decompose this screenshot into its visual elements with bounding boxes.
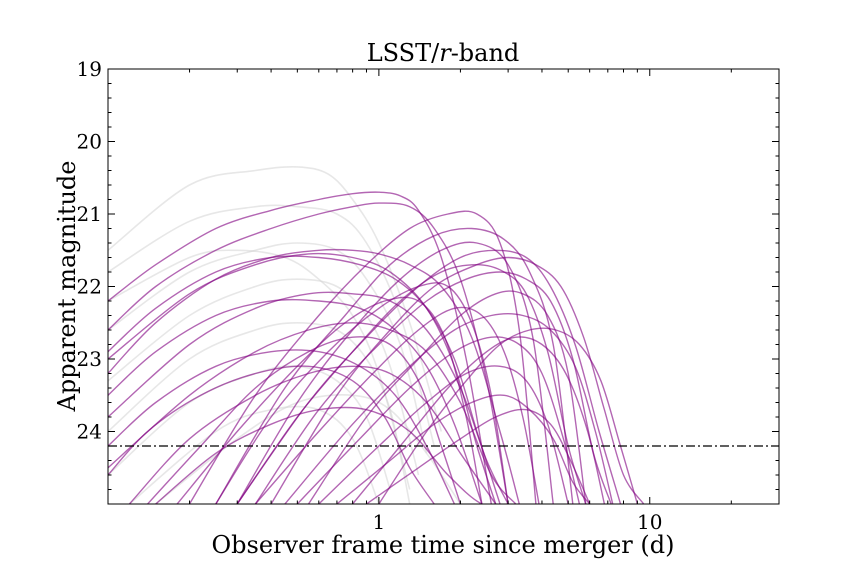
detectable-light-curve-24 [296,336,581,504]
undetectable-light-curve-5 [108,365,391,490]
detectable-light-curve-35 [108,349,456,504]
detectable-light-curve-14 [108,322,517,504]
detectable-light-curve-36 [378,327,639,504]
undetectable-light-curve-0 [108,165,443,432]
series-layer [108,165,645,504]
detectable-light-curve-28 [176,296,483,504]
y-tick-label: 22 [77,275,102,299]
y-tick-label: 24 [77,420,102,444]
detectable-light-curve-31 [336,394,591,504]
detectable-light-curve-26 [254,306,540,504]
detectable-light-curve-27 [215,282,509,504]
x-tick-label: 1 [373,510,386,534]
detectable-light-curve-39 [366,408,591,504]
x-tick-label: 10 [637,510,662,534]
detectable-light-curve-19 [270,256,645,504]
axis-ticks: 19 20 21 22 23 24 1 10 [77,57,780,534]
detectable-light-curve-10 [108,202,509,504]
y-axis-label: Apparent magnitude [53,160,81,412]
undetectable-light-curve-2 [108,242,428,454]
detectable-light-curve-18 [254,271,612,504]
detectable-light-curve-30 [108,365,435,504]
undetectable-light-curve-6 [128,405,380,504]
detectable-light-curve-38 [307,290,587,504]
detectable-light-curve-32 [236,241,554,504]
detectable-light-curve-33 [108,255,501,504]
undetectable-light-curve-3 [108,278,420,476]
y-tick-label: 23 [77,347,102,371]
y-tick-label: 20 [77,130,102,154]
detectable-light-curve-22 [188,210,537,504]
x-axis-label: Observer frame time since merger (d) [212,531,675,559]
detectable-light-curve-23 [284,313,614,504]
detectable-light-curve-25 [318,365,569,504]
plot-frame [107,68,780,505]
y-tick-label: 19 [77,57,102,81]
detectable-light-curve-20 [236,249,622,504]
detectable-light-curve-11 [108,248,520,504]
detectable-light-curve-21 [215,227,574,504]
detectable-light-curve-13 [108,291,509,504]
y-tick-label: 21 [77,202,102,226]
chart-title: LSST/r-band [367,39,520,67]
detectable-light-curve-15 [128,365,497,504]
undetectable-light-curve-7 [108,249,411,490]
undetectable-light-curve-1 [108,204,435,447]
detectable-light-curve-34 [108,298,483,504]
detectable-light-curve-37 [352,336,606,504]
